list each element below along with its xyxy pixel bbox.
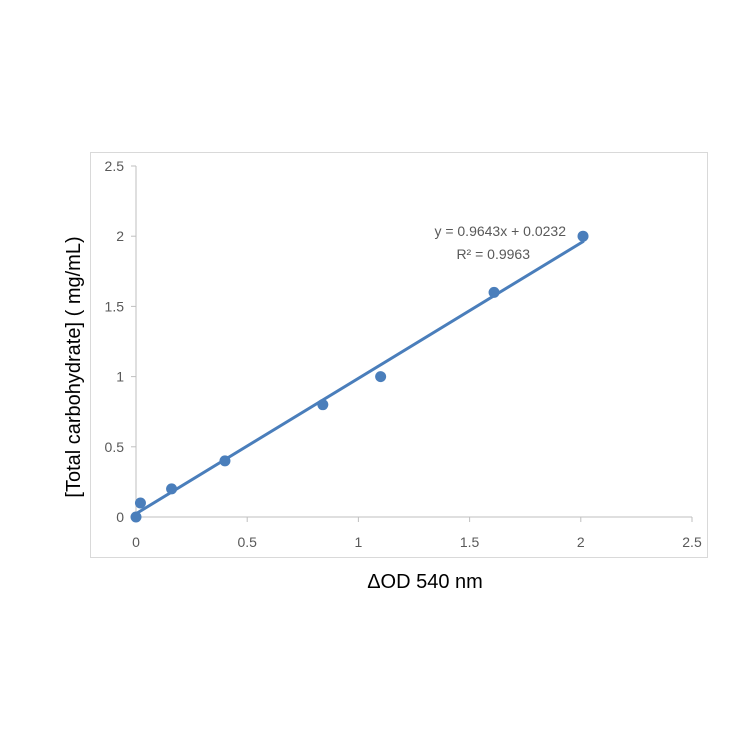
trendline-group xyxy=(134,240,585,516)
data-point xyxy=(317,399,329,411)
y-tick-label: 1.5 xyxy=(105,298,125,314)
x-tick-label: 2 xyxy=(577,534,585,550)
x-tick-label: 1.5 xyxy=(460,534,480,550)
linear-trendline xyxy=(134,240,585,516)
data-point xyxy=(577,230,589,242)
data-point xyxy=(488,286,500,298)
y-tick-label: 1 xyxy=(116,369,124,385)
trendline-equation: y = 0.9643x + 0.0232 xyxy=(434,223,566,239)
y-axis-title: [Total carbohydrate] ( mg/mL) xyxy=(63,236,85,497)
data-point xyxy=(134,497,146,509)
y-tick-label: 0 xyxy=(116,509,124,525)
x-axis-title: ΔOD 540 nm xyxy=(367,571,483,593)
x-tick-label: 0 xyxy=(132,534,140,550)
x-tick-label: 0.5 xyxy=(237,534,257,550)
data-point xyxy=(219,455,231,467)
data-point xyxy=(130,511,142,523)
y-tick-label: 0.5 xyxy=(105,439,125,455)
x-tick-label: 2.5 xyxy=(682,534,702,550)
chart-axes xyxy=(135,166,692,518)
y-ticks: 0 0.5 1 1.5 2 2.5 xyxy=(105,158,136,525)
y-tick-label: 2.5 xyxy=(105,158,125,174)
r-squared-label: R² = 0.9963 xyxy=(456,246,530,262)
x-tick-label: 1 xyxy=(355,534,363,550)
data-points xyxy=(130,230,589,523)
x-ticks: 0 0.5 1 1.5 2 2.5 xyxy=(132,517,702,550)
y-tick-label: 2 xyxy=(116,228,124,244)
data-point xyxy=(375,371,387,383)
data-point xyxy=(166,483,178,495)
